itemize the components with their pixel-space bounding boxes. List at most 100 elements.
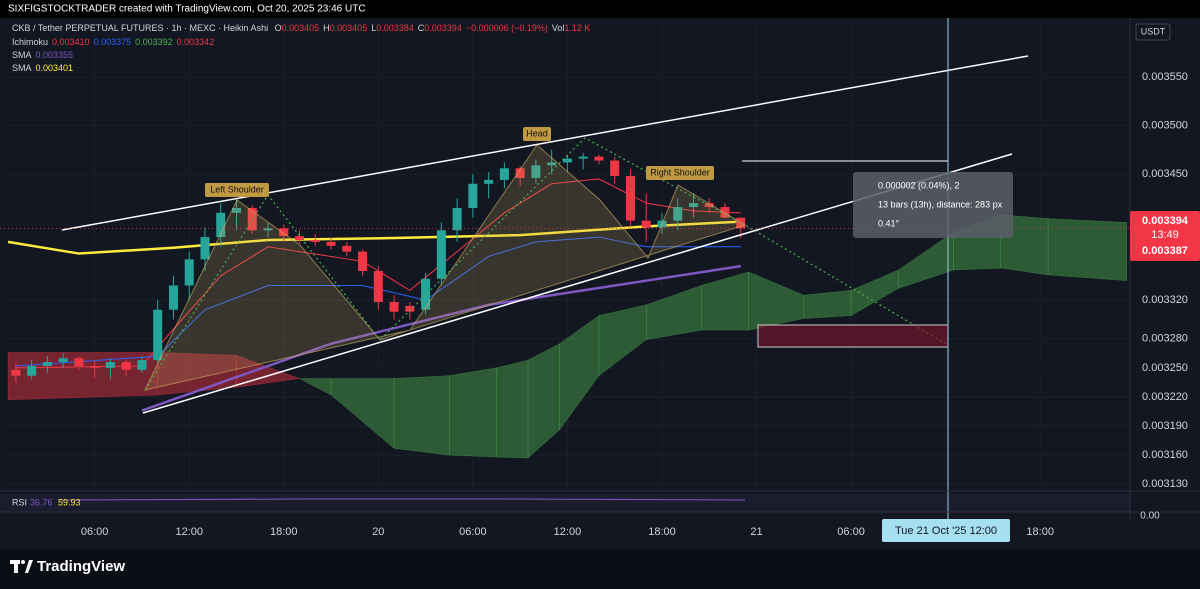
candle-body <box>578 156 588 159</box>
label: Right Shoulder <box>650 167 710 177</box>
label-box <box>205 183 269 197</box>
measure-text: 13 bars (13h), distance: 283 px <box>878 199 1003 209</box>
measure-text: 0.41° <box>878 218 900 228</box>
currency-box <box>1135 23 1171 41</box>
crosshair-price: 0.003387 <box>1142 245 1188 257</box>
target-box <box>757 324 949 348</box>
ohlc-label: C <box>417 23 425 33</box>
label-box <box>646 166 714 180</box>
indicator-value: 0.003401 <box>35 63 74 73</box>
candle-body <box>27 365 37 376</box>
x-tick-label: 06:00 <box>81 526 109 538</box>
candle-body <box>137 360 147 370</box>
axis-labels: 0.003550 0.003500 0.003450 0.003320 0.003280… <box>81 71 1188 538</box>
label: Head <box>526 128 548 138</box>
x-tick-label: 21 <box>750 526 762 538</box>
symbol: CKB / Tether PERPETUAL FUTURES · 1h · ME… <box>12 23 269 33</box>
candle-body <box>90 365 100 368</box>
candle-body <box>389 302 399 312</box>
legend-indicator: Ichimoku 0.003410 0.003375 0.003392 0.003342 <box>12 37 218 47</box>
x-tick-label: 18:00 <box>648 526 676 538</box>
indicator-value: 0.003375 <box>93 37 132 47</box>
x-tick-label: 20 <box>372 526 384 538</box>
y-tick-label: 0.003320 <box>1142 294 1188 306</box>
y-tick-label: 0.003500 <box>1142 120 1188 132</box>
crosshair-time-box <box>882 519 1010 542</box>
candle-body <box>688 203 698 208</box>
indicator-value: 0.003342 <box>176 37 215 47</box>
candle-body <box>421 278 431 310</box>
ohlc-value: 0.003405 <box>329 23 368 33</box>
candle-body <box>184 259 194 286</box>
candle-body <box>326 241 336 246</box>
ohlc-value: 0.003394 <box>424 23 462 33</box>
x-tick-label: 12:00 <box>554 526 582 538</box>
rsi-line <box>59 498 746 501</box>
x-tick-label: 18:00 <box>270 526 298 538</box>
legend-main: CKB / Tether PERPETUAL FUTURES · 1h · ME… <box>12 23 594 33</box>
y-tick-label: 0.003250 <box>1142 362 1188 374</box>
y-tick-label: 0.003220 <box>1142 391 1188 403</box>
candle-body <box>231 208 241 213</box>
price-badge <box>1130 211 1200 261</box>
indicator-line <box>15 236 741 367</box>
y-tick-label: 0.003130 <box>1142 478 1188 490</box>
series <box>7 149 1128 459</box>
indicator-name: SMA <box>12 50 32 60</box>
volume-label: Vol <box>551 23 565 33</box>
candle-body <box>168 285 178 310</box>
rsi-axis-label: 0.00 <box>1140 511 1160 522</box>
volume: 1.12 K <box>564 23 591 33</box>
indicator-value: 0.003410 <box>52 37 90 47</box>
candle-body <box>720 207 730 218</box>
candle-body <box>452 208 462 231</box>
last-price: 0.003394 <box>1142 215 1189 227</box>
logo <box>21 560 25 564</box>
candle-body <box>373 270 383 302</box>
rsi-value: 59.93 <box>58 497 81 507</box>
x-tick-label: 18:00 <box>1026 526 1054 538</box>
ohlc-value: 0.003384 <box>376 23 414 33</box>
cloud-segment <box>803 290 852 319</box>
x-tick-label: 12:00 <box>175 526 203 538</box>
indicator-value: 0.003392 <box>135 37 173 47</box>
grid <box>8 20 1130 490</box>
candle-body <box>594 156 604 161</box>
candle-body <box>673 207 683 221</box>
measure-text: 0.000002 (0.04%), 2 <box>878 180 960 190</box>
countdown: 13:49 <box>1151 229 1179 241</box>
legend-indicator: SMA 0.003355 <box>12 50 77 60</box>
candle-body <box>562 158 572 163</box>
brand: TradingView <box>37 558 125 575</box>
y-tick-label: 0.003550 <box>1142 71 1188 83</box>
indicator-line <box>15 178 741 369</box>
candle-body <box>499 168 509 180</box>
candle-body <box>121 362 131 370</box>
candle-body <box>484 179 494 184</box>
crosshair-time: Tue 21 Oct '25 12:00 <box>895 525 997 537</box>
candle-body <box>405 305 415 312</box>
indicator-name: SMA <box>12 63 32 73</box>
candle-body <box>625 176 635 221</box>
header-bar <box>0 0 1200 18</box>
ohlc-label: L <box>371 23 377 33</box>
rsi-band <box>0 494 1130 512</box>
candle-body <box>263 228 273 231</box>
label-box <box>523 127 551 141</box>
logo <box>25 560 33 573</box>
candle-body <box>74 358 84 366</box>
candle-body <box>358 251 368 271</box>
x-tick-label: 06:00 <box>837 526 865 538</box>
y-tick-label: 0.003280 <box>1142 333 1188 345</box>
candle-body <box>342 245 352 252</box>
candle-body <box>436 230 446 279</box>
candle-body <box>704 203 714 208</box>
ohlc-value: 0.003405 <box>281 23 320 33</box>
rsi-value: 36.76 <box>30 497 53 507</box>
cloud-segment <box>448 367 497 458</box>
price-axis <box>1130 18 1200 550</box>
cloud-segment <box>1047 218 1128 281</box>
legend-indicator: SMA 0.003401 <box>12 63 77 73</box>
